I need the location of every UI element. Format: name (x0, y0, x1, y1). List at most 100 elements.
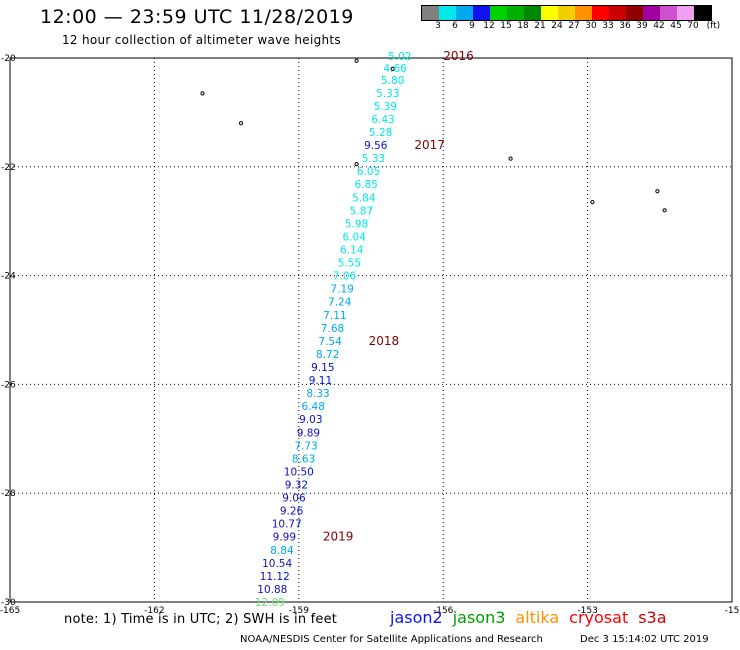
satellite-label: s3a (638, 608, 667, 627)
legend-swatch (507, 6, 524, 20)
wave-height-value: 9.03 (299, 414, 322, 426)
pass-time-annotations: 2016 2017 2018 2019 (323, 49, 474, 544)
satellite-label: altika (515, 608, 560, 627)
legend-label: 45 (670, 21, 682, 31)
map-axis-labels: -165 -162 -159 -156 -153 -15 -20 -22 -24 -26 -28 -3… (0, 54, 739, 616)
legend-label: 9 (469, 21, 475, 31)
satellite-label: jason3 (452, 608, 506, 627)
track-line (279, 55, 411, 603)
legend-label: 27 (568, 21, 580, 31)
wave-height-value: 6.14 (340, 244, 364, 256)
pass-time-label: 2017 (414, 138, 445, 152)
island-marker (662, 208, 667, 213)
wave-height-value: 9.89 (297, 427, 320, 439)
island-marker (354, 58, 359, 63)
wave-height-value: 9.56 (364, 140, 388, 152)
wave-height-value: 8.33 (306, 388, 329, 400)
wave-height-value: 8.63 (292, 453, 315, 465)
legend-swatch (490, 6, 507, 20)
legend-swatch (473, 6, 490, 20)
footer-credit: NOAA/NESDIS Center for Satellite Applica… (240, 634, 543, 645)
wave-height-value: 8.72 (316, 349, 339, 361)
map-subtitle: 12 hour collection of altimeter wave hei… (62, 33, 341, 47)
wave-height-value: 10.50 (284, 466, 314, 478)
legend-swatch (439, 6, 456, 20)
wave-height-value: 9.11 (309, 375, 332, 387)
pass-time-label: 2016 (443, 49, 474, 63)
legend-unit: (ft) (706, 21, 721, 31)
legend-swatch (592, 6, 609, 20)
legend-swatch (422, 6, 439, 20)
wave-height-value: 7.11 (323, 310, 346, 322)
island-marker (655, 189, 660, 194)
longitude-label: -15 (725, 606, 740, 616)
longitude-label: -162 (144, 606, 164, 616)
wave-height-value: 5.02 (388, 51, 411, 63)
island-marker (590, 200, 595, 205)
legend-label: 30 (585, 21, 597, 31)
longitude-label: -156 (433, 606, 454, 616)
legend-swatch (524, 6, 541, 20)
legend-swatch (660, 6, 677, 20)
wave-height-value: 4.66 (383, 63, 407, 75)
island-marker (508, 156, 513, 161)
footer-note: note: 1) Time is in UTC; 2) SWH is in fe… (64, 612, 338, 627)
legend-swatch (694, 6, 711, 20)
legend-label: 15 (500, 21, 512, 31)
legend-label: 33 (602, 21, 614, 31)
wave-height-value: 5.80 (381, 75, 404, 87)
satellite-label: jason2 (390, 608, 443, 627)
wave-height-value: 6.04 (342, 231, 366, 243)
altimeter-track (279, 55, 411, 603)
legend-swatch (575, 6, 592, 20)
legend-label: 18 (517, 21, 529, 31)
pass-time-label: 2019 (323, 530, 354, 544)
wave-height-value: 7.54 (318, 336, 342, 348)
latitude-label: -30 (1, 598, 16, 608)
color-scale-labels: 3 6 9 12 15 18 21 24 27 30 33 36 39 42 45 70 (ft) (0, 21, 740, 33)
legend-label: 24 (551, 21, 563, 31)
map-title: 12:00 — 23:59 UTC 11/28/2019 (40, 6, 354, 28)
longitude-label: -153 (577, 606, 597, 616)
wave-height-value: 5.33 (376, 88, 399, 100)
wave-height-value: 7.68 (321, 323, 344, 335)
wave-height-value: 5.55 (338, 258, 361, 270)
wave-height-value: 6.48 (302, 401, 325, 413)
wave-height-value: 5.39 (374, 101, 397, 113)
wave-height-value: 9.99 (273, 532, 296, 544)
wave-height-value: 6.05 (357, 166, 380, 178)
legend-swatch (609, 6, 626, 20)
wave-height-value: 9.06 (282, 493, 306, 505)
legend-swatch (626, 6, 643, 20)
wave-height-value: 9.26 (280, 506, 304, 518)
footer-timestamp: Dec 3 15:14:02 UTC 2019 (580, 634, 709, 645)
island-marker (200, 91, 205, 96)
map-frame (9, 57, 733, 603)
wave-height-value: 7.06 (333, 271, 357, 283)
wave-height-value: 6.43 (371, 114, 394, 126)
map-gridlines (10, 58, 732, 602)
legend-swatch (541, 6, 558, 20)
legend-label: 6 (452, 21, 458, 31)
wave-height-value: 5.98 (345, 218, 368, 230)
legend-swatch (558, 6, 575, 20)
legend-label: 42 (653, 21, 665, 31)
wave-height-value: 7.19 (330, 284, 353, 296)
wave-height-value: 9.32 (285, 479, 308, 491)
wave-height-value: 5.33 (362, 153, 385, 165)
wave-height-value: 7.24 (328, 297, 352, 309)
legend-swatch (456, 6, 473, 20)
island-markers (200, 58, 667, 213)
color-scale-legend (421, 5, 712, 21)
latitude-label: -28 (1, 489, 16, 499)
legend-label: 21 (534, 21, 546, 31)
legend-label: 70 (687, 21, 699, 31)
wave-height-value: 5.87 (350, 205, 373, 217)
longitude-label: -165 (0, 606, 20, 616)
wave-height-value: 12.09 (255, 597, 285, 609)
wave-height-value: 5.84 (352, 192, 376, 204)
latitude-label: -26 (1, 380, 16, 390)
wave-height-value: 8.84 (270, 545, 294, 557)
island-marker (390, 66, 395, 71)
